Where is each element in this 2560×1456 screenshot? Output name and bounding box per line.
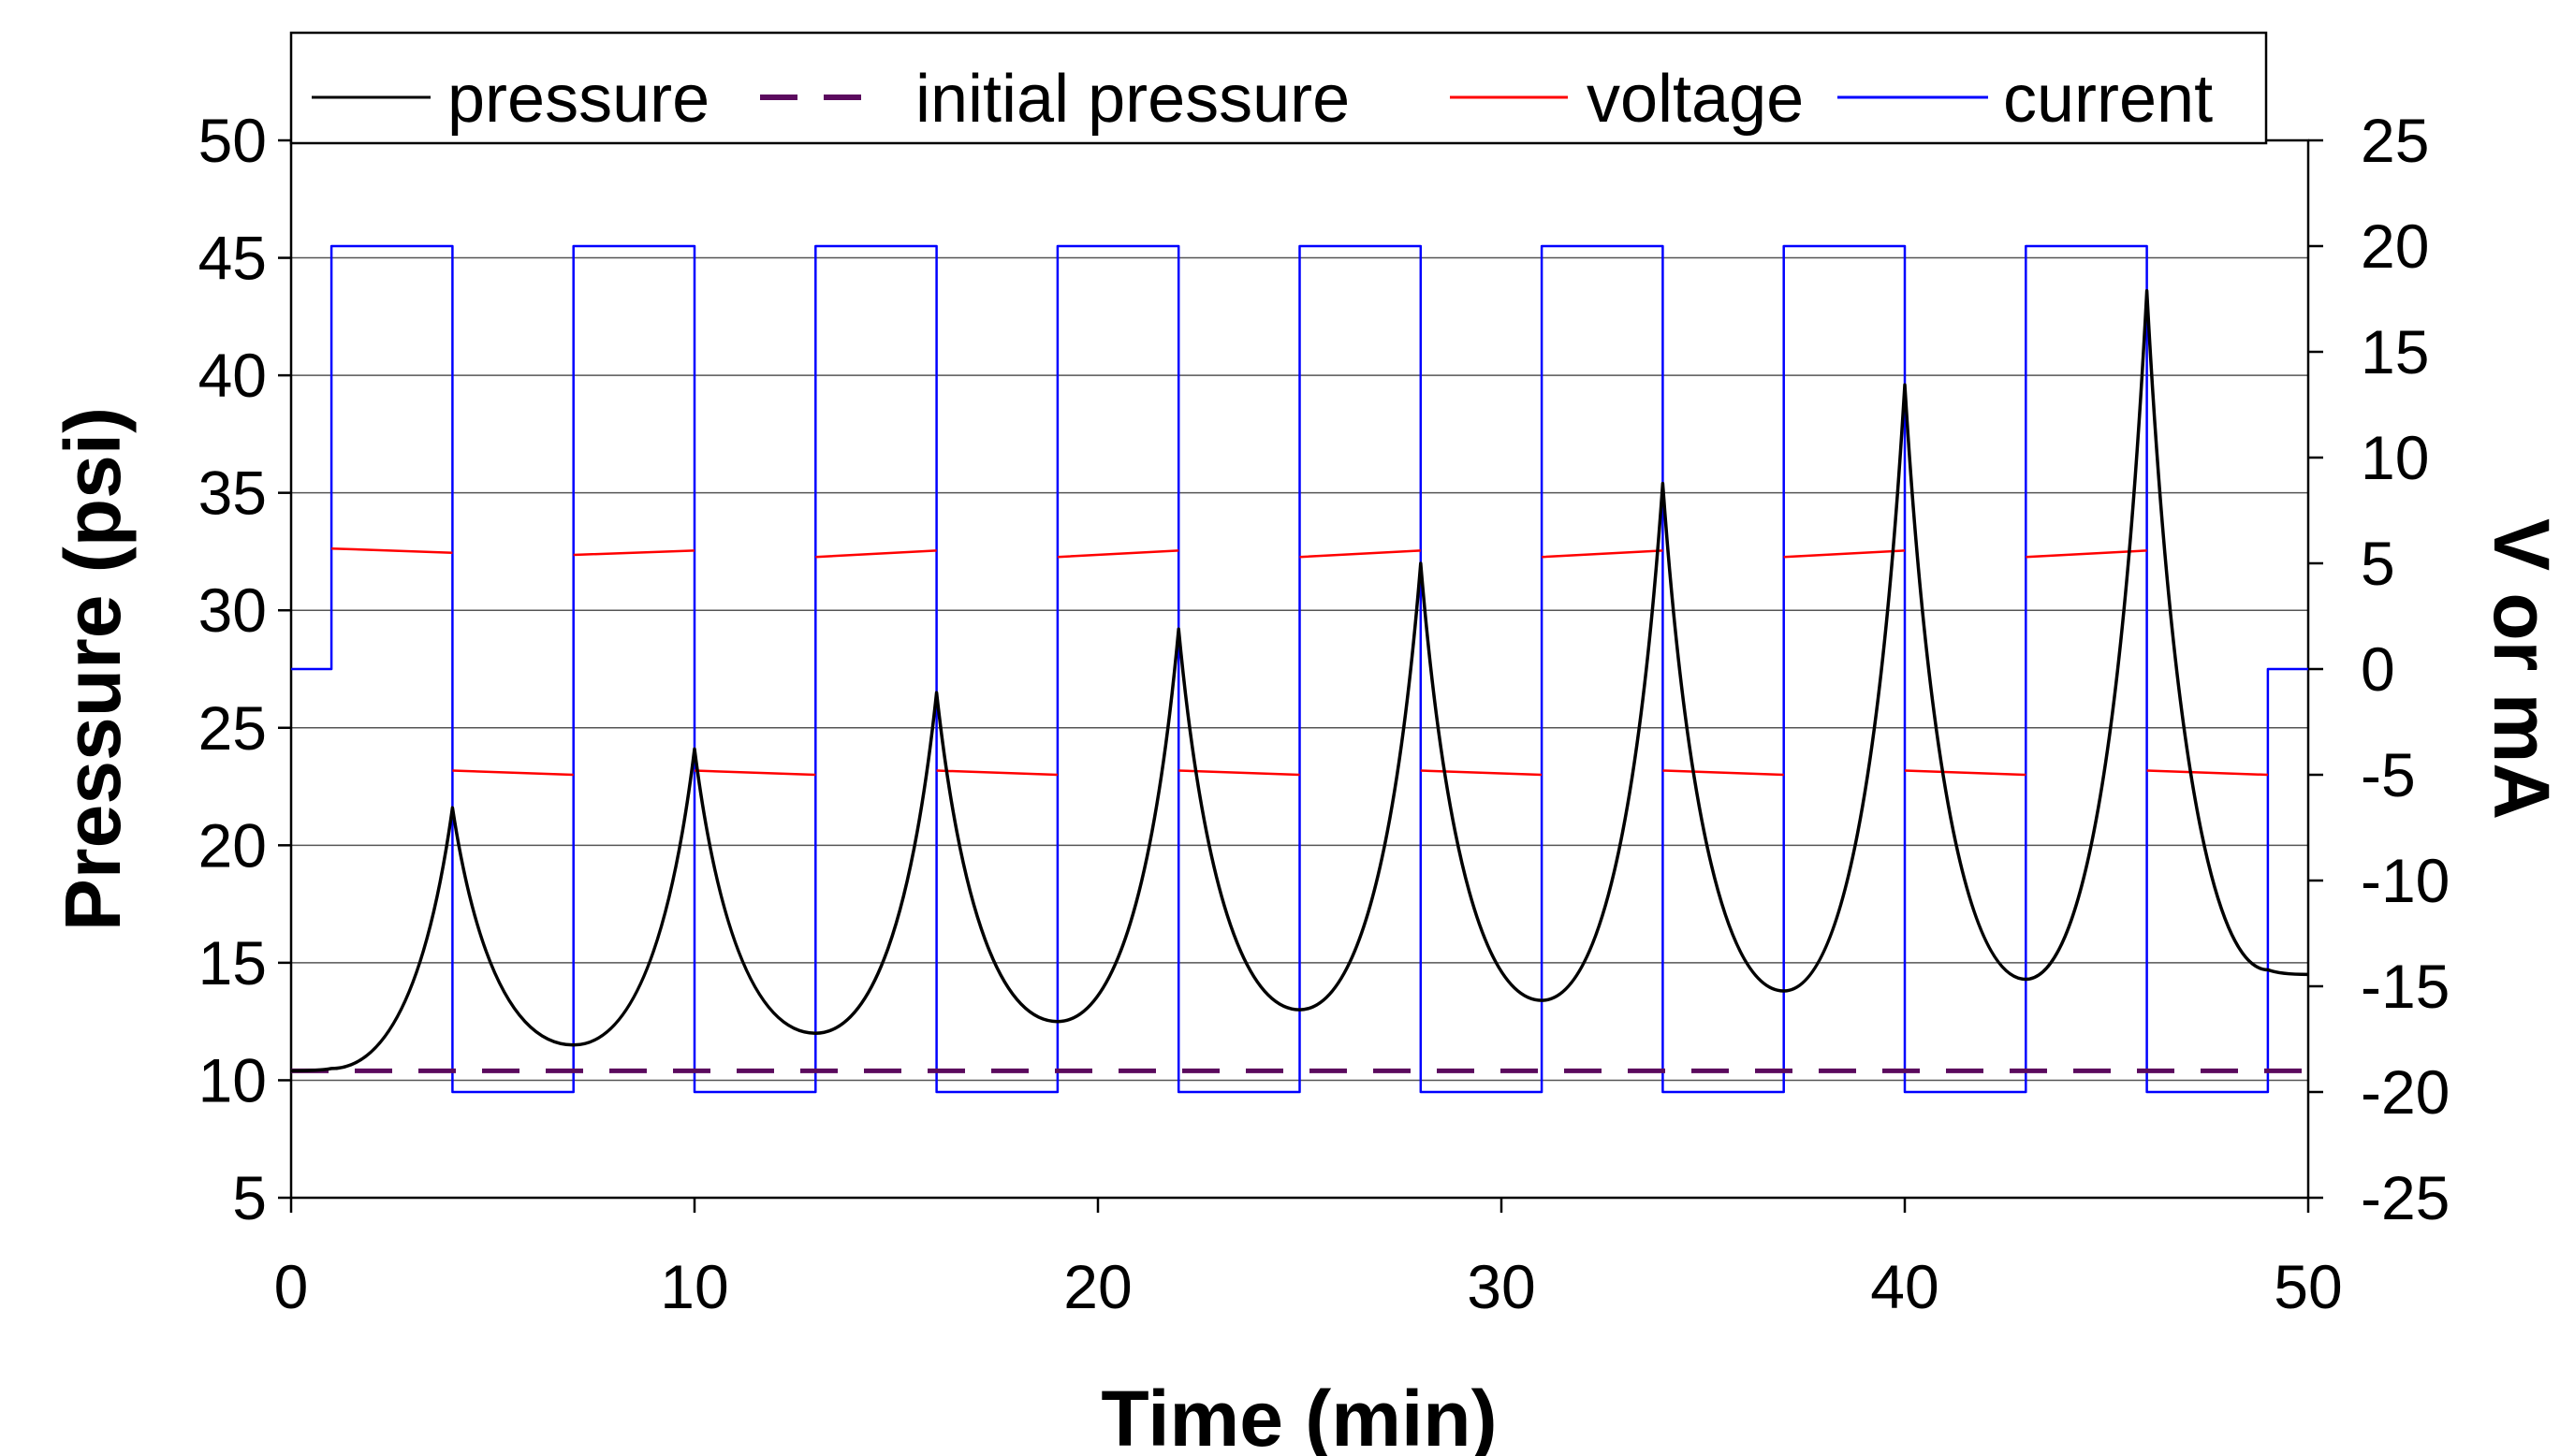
y2-tick-label: 10	[2361, 423, 2429, 492]
y-tick-label: 30	[198, 575, 267, 645]
y2-tick-label: 25	[2361, 106, 2429, 175]
x-tick-label: 40	[1870, 1252, 1938, 1321]
y-tick-label: 40	[198, 341, 267, 410]
series-voltage	[331, 546, 2268, 777]
series-current	[291, 244, 2308, 1094]
y2-tick-label: -25	[2361, 1163, 2450, 1232]
x-axis-title: Time (min)	[1101, 1375, 1497, 1456]
legend-label-pressure: pressure	[447, 62, 709, 137]
legend-label-initial-pressure: initial pressure	[915, 62, 1350, 137]
legend-box	[289, 31, 2268, 145]
x-tick-label: 10	[660, 1252, 728, 1321]
legend-label-voltage: voltage	[1587, 62, 1804, 137]
y-tick-label: 15	[198, 928, 267, 997]
series-pressure	[290, 288, 2309, 1073]
y2-tick-label: -10	[2361, 846, 2450, 915]
y-tick-label: 25	[198, 693, 267, 763]
y2-tick-label: 20	[2361, 211, 2429, 281]
y-tick-label: 10	[198, 1045, 267, 1114]
x-tick-label: 0	[274, 1252, 309, 1321]
x-tick-label: 30	[1467, 1252, 1535, 1321]
y2-axis-title: V or mA	[2478, 518, 2560, 820]
x-tick-label: 50	[2274, 1252, 2342, 1321]
y2-tick-label: 15	[2361, 317, 2429, 386]
legend: pressure initial pressure voltage curren…	[289, 31, 2268, 145]
y-tick-label: 35	[198, 459, 267, 528]
y-axis-title: Pressure (psi)	[49, 407, 137, 931]
y-tick-label: 45	[198, 224, 267, 293]
y-axis-ticks: 5 10 15 20 25 30 35 40 45 50	[198, 106, 291, 1232]
y2-tick-label: -20	[2361, 1057, 2450, 1127]
y2-axis-ticks: -25 -20 -15 -10 -5 0 5 10 15 20 25	[2308, 106, 2450, 1232]
x-tick-label: 20	[1063, 1252, 1132, 1321]
y-tick-label: 5	[232, 1163, 267, 1232]
y-tick-label: 20	[198, 810, 267, 880]
y2-tick-label: -5	[2361, 740, 2416, 809]
series-layer	[290, 244, 2309, 1094]
y2-tick-label: 0	[2361, 634, 2395, 704]
y-tick-label: 50	[198, 106, 267, 175]
y2-tick-label: 5	[2361, 529, 2395, 598]
legend-label-current: current	[2003, 62, 2213, 137]
y2-tick-label: -15	[2361, 952, 2450, 1021]
x-axis-ticks: 0 10 20 30 40 50	[274, 1198, 2343, 1321]
